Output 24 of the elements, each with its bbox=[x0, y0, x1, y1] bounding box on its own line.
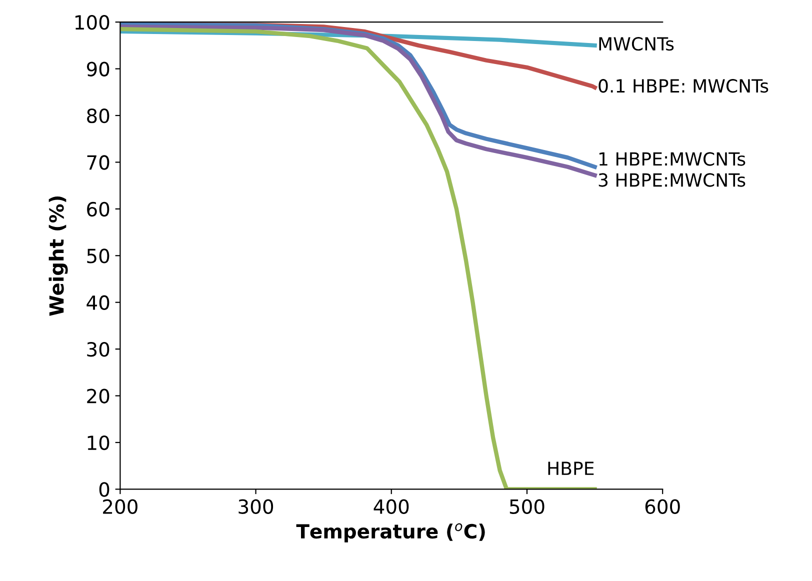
x-tick-label: 500 bbox=[510, 499, 544, 514]
y-tick-label: 10 bbox=[88, 435, 110, 450]
x-axis-title: Temperature ($^{o}$C) bbox=[296, 523, 485, 542]
line-series bbox=[120, 27, 597, 490]
y-tick-label: 50 bbox=[87, 248, 110, 264]
series-label: 1 HBPE:MWCNTs bbox=[599, 152, 746, 166]
y-tick-label: 90 bbox=[86, 62, 110, 76]
y-tick-label: 80 bbox=[87, 108, 110, 124]
y-axis-title: Weight (%) bbox=[48, 196, 68, 316]
x-tick-label: 300 bbox=[238, 499, 274, 514]
x-tick-label: 400 bbox=[374, 499, 409, 514]
y-tick-label: 40 bbox=[86, 295, 110, 310]
series-label: MWCNTs bbox=[599, 37, 674, 51]
y-tick-label: 0 bbox=[99, 482, 110, 497]
y-tick-label: 60 bbox=[87, 202, 110, 217]
series-label: HBPE bbox=[548, 462, 594, 475]
series-label: 3 HBPE:MWCNTs bbox=[598, 173, 746, 187]
x-tick-label: 200 bbox=[103, 499, 138, 514]
series-label: 0.1 HBPE: MWCNTs bbox=[598, 79, 768, 93]
y-tick-label: 30 bbox=[87, 342, 110, 357]
y-tick-label: 70 bbox=[87, 155, 110, 170]
x-tick-label: 600 bbox=[645, 499, 680, 514]
y-tick-label: 20 bbox=[87, 388, 110, 404]
y-tick-label: 100 bbox=[75, 15, 110, 30]
